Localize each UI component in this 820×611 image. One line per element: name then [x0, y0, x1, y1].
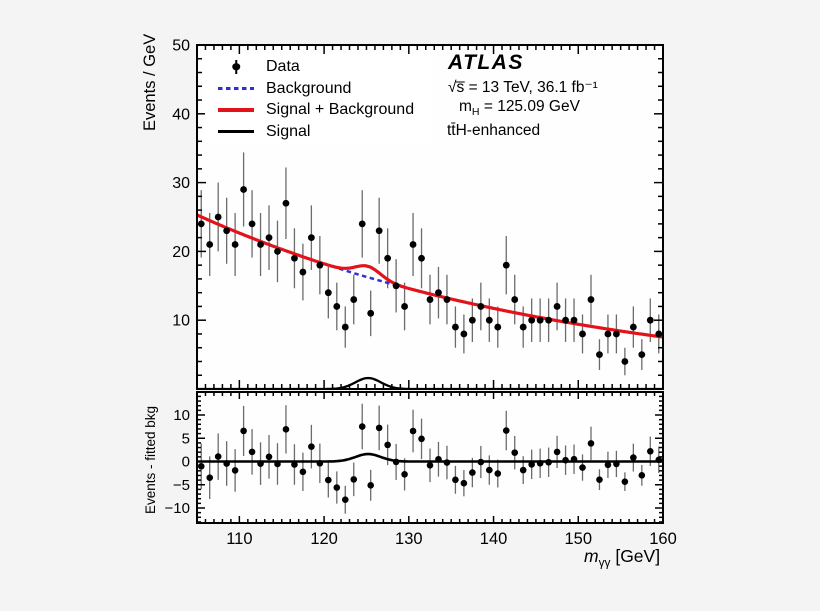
residual-y-tick-label: −5	[173, 477, 190, 494]
x-axis-title: mγγ [GeV]	[584, 546, 660, 570]
main-frame	[196, 44, 664, 390]
main-y-axis-title: Events / GeV	[141, 33, 159, 131]
residual-frame	[196, 391, 664, 524]
residual-y-tick-label: 10	[173, 407, 190, 424]
main-y-tick-label: 30	[172, 175, 190, 192]
main-y-tick-label: 10	[172, 313, 190, 330]
x-tick-label: 150	[565, 530, 593, 548]
main-y-tick-label: 50	[172, 38, 190, 55]
main-plot-layer	[197, 152, 663, 389]
legend-item-background: Background	[205, 79, 433, 98]
tick-labels: 110 120 130 140 150 160 10 20 30 40 50 −10 −5 0 5 10	[165, 38, 677, 549]
main-y-tick-label: 20	[172, 244, 190, 261]
red-line-icon	[218, 108, 254, 112]
legend-label: Data	[266, 58, 300, 75]
energy-luminosity-label: √s̅ = 13 TeV, 36.1 fb⁻¹	[448, 79, 598, 96]
legend: Data Background Signal + Background Sign…	[205, 55, 433, 143]
x-tick-label: 130	[395, 530, 423, 548]
residual-y-tick-label: 5	[182, 430, 190, 447]
signal-plus-background-curve	[197, 213, 663, 339]
experiment-label: ATLAS	[448, 51, 524, 74]
main-data-points	[197, 186, 663, 365]
residual-y-tick-label: 0	[182, 454, 190, 471]
legend-label: Background	[266, 79, 352, 97]
residual-y-axis-title: Events - fitted bkg	[143, 405, 158, 514]
residual-points	[197, 423, 663, 504]
category-label: tt̄H-enhanced	[447, 122, 541, 139]
x-tick-label: 120	[310, 530, 338, 548]
x-axis-title-subscript: γγ	[598, 555, 611, 570]
x-tick-label: 110	[226, 530, 252, 548]
legend-item-signal-plus-background: Signal + Background	[205, 100, 433, 119]
black-line-icon	[218, 130, 254, 133]
legend-label: Signal + Background	[266, 101, 415, 119]
x-tick-label: 160	[649, 530, 677, 548]
main-y-tick-label: 40	[172, 106, 190, 123]
higgs-mass-label: mH = 125.09 GeV	[459, 98, 580, 119]
x-tick-label: 140	[480, 530, 508, 548]
legend-item-data: Data	[205, 57, 433, 76]
x-axis-title-symbol: m	[584, 546, 599, 566]
legend-label: Signal	[266, 122, 311, 140]
residual-plot-layer	[197, 403, 663, 514]
dashed-line-icon	[218, 86, 254, 90]
x-axis-title-unit: [GeV]	[610, 546, 661, 566]
residual-y-tick-label: −10	[165, 500, 190, 517]
legend-item-signal: Signal	[205, 122, 433, 141]
data-point-icon	[218, 59, 254, 75]
residual-signal-curve	[197, 452, 663, 463]
